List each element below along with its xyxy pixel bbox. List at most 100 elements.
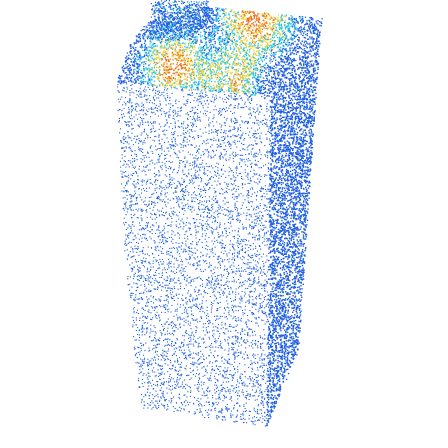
cloud-point <box>236 420 238 422</box>
cloud-point <box>217 172 219 174</box>
cloud-point <box>178 379 180 381</box>
cloud-point <box>196 249 198 251</box>
cloud-point <box>233 265 235 267</box>
cloud-point <box>148 289 150 291</box>
cloud-point <box>152 402 154 404</box>
cloud-point <box>133 225 135 227</box>
cloud-point <box>189 140 191 142</box>
cloud-point <box>206 184 208 186</box>
cloud-point <box>212 334 214 336</box>
cloud-point <box>224 340 226 342</box>
cloud-point <box>259 392 261 394</box>
cloud-point <box>250 214 252 216</box>
cloud-point <box>172 105 174 107</box>
cloud-point <box>222 157 224 159</box>
cloud-point <box>165 239 167 241</box>
cloud-point <box>142 110 144 112</box>
cloud-point <box>129 94 131 96</box>
cloud-point <box>234 230 236 232</box>
cloud-point <box>170 278 172 280</box>
cloud-point <box>167 268 169 270</box>
cloud-point <box>258 419 260 421</box>
cloud-point <box>132 278 134 280</box>
cloud-point <box>204 269 206 271</box>
cloud-point <box>215 195 217 197</box>
cloud-point <box>187 391 189 393</box>
cloud-point <box>136 155 138 157</box>
cloud-point <box>155 269 157 271</box>
cloud-point <box>237 369 239 371</box>
cloud-point <box>192 124 194 126</box>
cloud-point <box>249 376 251 378</box>
cloud-point <box>171 332 173 334</box>
cloud-point <box>202 159 204 161</box>
cloud-point <box>166 309 168 311</box>
cloud-point <box>216 146 218 148</box>
cloud-point <box>235 122 237 124</box>
cloud-point <box>149 121 151 123</box>
cloud-point <box>203 383 205 385</box>
cloud-point <box>160 383 162 385</box>
cloud-point <box>144 404 146 406</box>
cloud-point <box>155 184 157 186</box>
cloud-point <box>173 334 175 336</box>
cloud-point <box>233 351 235 353</box>
cloud-point <box>252 280 254 282</box>
cloud-point <box>150 300 152 302</box>
cloud-point <box>237 240 239 242</box>
cloud-point <box>188 135 190 137</box>
cloud-point <box>163 299 165 301</box>
cloud-point <box>153 257 155 259</box>
cloud-point <box>251 97 253 99</box>
cloud-point <box>167 364 169 366</box>
cloud-point <box>201 318 203 320</box>
cloud-point <box>251 187 253 189</box>
cloud-point <box>264 232 266 234</box>
cloud-point <box>213 284 215 286</box>
cloud-point <box>196 170 198 172</box>
cloud-point <box>145 99 147 101</box>
cloud-point <box>255 173 257 175</box>
cloud-point <box>134 158 136 160</box>
cloud-point <box>235 336 237 338</box>
cloud-point <box>198 209 200 211</box>
cloud-point <box>259 151 261 153</box>
cloud-point <box>264 290 266 292</box>
cloud-point <box>147 322 149 324</box>
cloud-point <box>162 248 164 250</box>
cloud-point <box>154 371 156 373</box>
cloud-point <box>261 288 263 290</box>
cloud-point <box>164 323 166 325</box>
cloud-point <box>171 270 173 272</box>
cloud-point <box>218 395 220 397</box>
cloud-point <box>248 113 250 115</box>
cloud-point <box>128 234 130 236</box>
cloud-point <box>230 221 232 223</box>
cloud-point <box>233 421 235 423</box>
cloud-point <box>135 294 137 296</box>
cloud-point <box>209 171 211 173</box>
cloud-point <box>166 321 168 323</box>
cloud-point <box>176 310 178 312</box>
cloud-point <box>140 296 142 298</box>
cloud-point <box>184 191 186 193</box>
cloud-point <box>170 379 172 381</box>
cloud-point <box>150 290 152 292</box>
cloud-point <box>162 207 164 209</box>
cloud-point <box>190 307 192 309</box>
cloud-point <box>214 375 216 377</box>
cloud-point <box>265 164 267 166</box>
cloud-point <box>155 130 157 132</box>
cloud-point <box>254 330 256 332</box>
cloud-point <box>172 238 174 240</box>
cloud-point <box>168 261 170 263</box>
cloud-point <box>200 256 202 258</box>
cloud-point <box>208 130 210 132</box>
cloud-point <box>207 245 209 247</box>
cloud-point <box>231 230 233 232</box>
cloud-point <box>257 380 259 382</box>
cloud-point <box>179 357 181 359</box>
cloud-point <box>220 175 222 177</box>
cloud-point <box>220 132 222 134</box>
